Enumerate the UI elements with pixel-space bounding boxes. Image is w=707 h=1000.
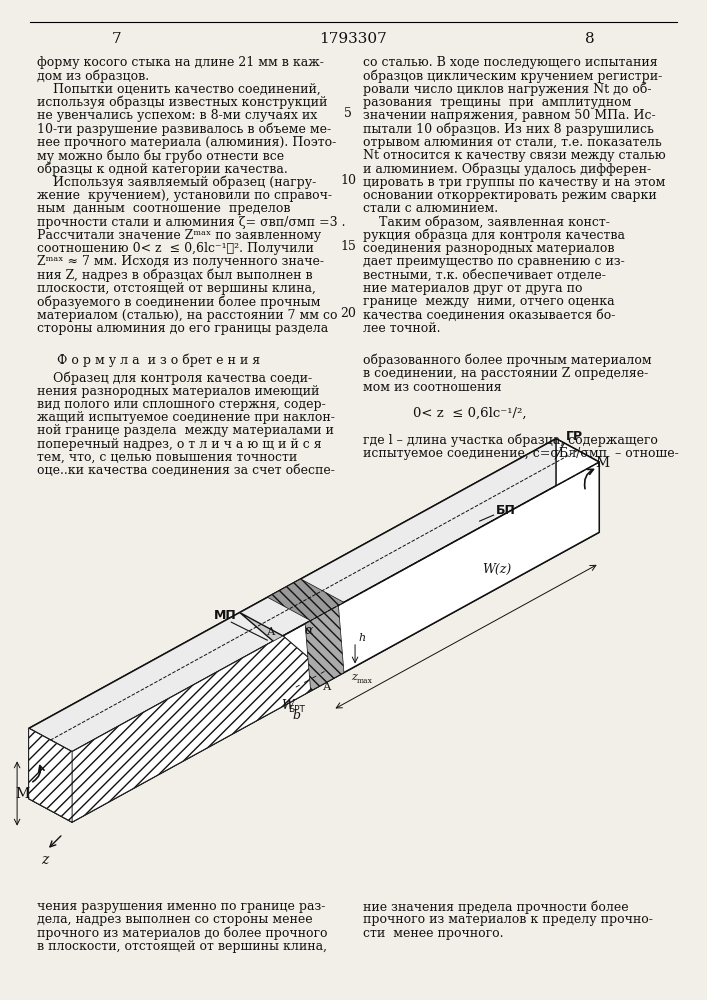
Text: b: b [292,709,300,722]
Polygon shape [29,439,600,752]
Text: не увенчались успехом: в 8-ми случаях их: не увенчались успехом: в 8-ми случаях их [37,109,317,122]
Text: ние значения предела прочности более: ние значения предела прочности более [363,900,629,914]
Text: тем, что, с целью повышения точности: тем, что, с целью повышения точности [37,451,297,464]
Text: α: α [305,624,313,637]
Text: МП: МП [214,609,237,622]
Text: испытуемое соединение, с=σБл/σмп  – отноше-: испытуемое соединение, с=σБл/σмп – отнош… [363,447,679,460]
Text: образцов циклическим кручением регистри-: образцов циклическим кручением регистри- [363,69,662,83]
Polygon shape [29,728,72,822]
Text: z: z [41,853,49,867]
Polygon shape [305,605,344,691]
Text: 0< z  ≤ 0,6lc⁻¹/²,: 0< z ≤ 0,6lc⁻¹/², [413,407,527,420]
Polygon shape [29,728,72,822]
Text: прочности стали и алюминия ζ= σвп/σмп =3 .: прочности стали и алюминия ζ= σвп/σмп =3… [37,216,346,229]
Text: БП: БП [496,504,515,517]
Text: основании откорректировать режим сварки: основании откорректировать режим сварки [363,189,657,202]
Text: чения разрушения именно по границе раз-: чения разрушения именно по границе раз- [37,900,325,913]
Text: Таким образом, заявленная конст-: Таким образом, заявленная конст- [363,216,610,229]
Text: где l – длина участка образца, содержащего: где l – длина участка образца, содержаще… [363,434,658,447]
Text: нее прочного материала (алюминия). Поэто-: нее прочного материала (алюминия). Поэто… [37,136,337,149]
Text: вестными, т.к. обеспечивает отделе-: вестными, т.к. обеспечивает отделе- [363,269,606,282]
Text: пытали 10 образцов. Из них 8 разрушились: пытали 10 образцов. Из них 8 разрушились [363,122,654,136]
Polygon shape [556,439,600,532]
Text: плоскости, отстоящей от вершины клина,: плоскости, отстоящей от вершины клина, [37,282,316,295]
Text: границе  между  ними, отчего оценка: границе между ними, отчего оценка [363,295,614,308]
Text: 10-ти разрушение развивалось в объеме ме-: 10-ти разрушение развивалось в объеме ме… [37,122,331,136]
Polygon shape [72,462,600,822]
Text: и алюминием. Образцы удалось дифферен-: и алюминием. Образцы удалось дифферен- [363,162,651,176]
Text: 10: 10 [340,174,356,187]
Text: форму косого стыка на длине 21 мм в каж-: форму косого стыка на длине 21 мм в каж- [37,56,324,69]
Text: дает преимущество по сравнению с из-: дает преимущество по сравнению с из- [363,255,625,268]
Text: лее точной.: лее точной. [363,322,440,335]
Text: разования  трещины  при  амплитудном: разования трещины при амплитудном [363,96,631,109]
Text: ния Z, надрез в образцах был выполнен в: ния Z, надрез в образцах был выполнен в [37,269,312,282]
Text: образцы к одной категории качества.: образцы к одной категории качества. [37,162,288,176]
Text: 5: 5 [344,107,352,120]
Text: 7: 7 [112,32,122,46]
Polygon shape [72,636,333,822]
Text: образуемого в соединении более прочным: образуемого в соединении более прочным [37,295,320,309]
Text: А: А [323,682,331,692]
Text: 8: 8 [585,32,595,46]
Text: жащий испытуемое соединение при наклон-: жащий испытуемое соединение при наклон- [37,411,335,424]
Text: Nt относится к качеству связи между сталью: Nt относится к качеству связи между стал… [363,149,666,162]
Text: 20: 20 [340,307,356,320]
Text: поперечный надрез, о т л и ч а ю щ и й с я: поперечный надрез, о т л и ч а ю щ и й с… [37,438,322,451]
Text: ние материалов друг от друга по: ние материалов друг от друга по [363,282,583,295]
Text: ной границе раздела  между материалами и: ной границе раздела между материалами и [37,424,334,437]
Text: со сталью. В ходе последующего испытания: со сталью. В ходе последующего испытания [363,56,658,69]
Text: z: z [351,672,357,682]
Text: M: M [595,456,609,470]
Text: 1793307: 1793307 [319,32,387,46]
Text: А: А [267,627,276,637]
Polygon shape [240,612,333,679]
Text: Ф о р м у л а  и з о брет е н и я: Ф о р м у л а и з о брет е н и я [57,354,260,367]
Text: Используя заявляемый образец (нагру-: Используя заявляемый образец (нагру- [37,176,316,189]
Text: прочного из материалов до более прочного: прочного из материалов до более прочного [37,927,327,940]
Text: прочного из материалов к пределу прочно-: прочного из материалов к пределу прочно- [363,913,653,926]
Text: в плоскости, отстоящей от вершины клина,: в плоскости, отстоящей от вершины клина, [37,940,327,953]
Text: материалом (сталью), на расстоянии 7 мм со: материалом (сталью), на расстоянии 7 мм … [37,309,337,322]
Text: нения разнородных материалов имеющий: нения разнородных материалов имеющий [37,385,320,398]
Text: соотношению 0< z  ≤ 0,6lc⁻¹ᐟ². Получили: соотношению 0< z ≤ 0,6lc⁻¹ᐟ². Получили [37,242,314,255]
Text: стороны алюминия до его границы раздела: стороны алюминия до его границы раздела [37,322,328,335]
Text: мом из соотношения: мом из соотношения [363,381,502,394]
Text: дела, надрез выполнен со стороны менее: дела, надрез выполнен со стороны менее [37,913,312,926]
Text: значении напряжения, равном 50 МПа. Ис-: значении напряжения, равном 50 МПа. Ис- [363,109,655,122]
Text: му можно было бы грубо отнести все: му можно было бы грубо отнести все [37,149,284,163]
Text: жение  кручением), установили по справоч-: жение кручением), установили по справоч- [37,189,332,202]
Text: БРТ: БРТ [288,705,305,714]
Polygon shape [29,509,600,822]
Text: используя образцы известных конструкций: используя образцы известных конструкций [37,96,327,109]
Text: сти  менее прочного.: сти менее прочного. [363,927,503,940]
Text: ГР: ГР [566,430,583,443]
Text: дом из образцов.: дом из образцов. [37,69,149,83]
Text: Образец для контроля качества соеди-: Образец для контроля качества соеди- [37,371,312,385]
Text: W: W [281,699,294,712]
Text: ным  данным  соотношение  пределов: ным данным соотношение пределов [37,202,291,215]
Text: max: max [356,677,373,685]
Polygon shape [29,439,556,799]
Text: ровали число циклов нагружения Nt до об-: ровали число циклов нагружения Nt до об- [363,83,651,96]
Text: Zᵐᵃˣ ≈ 7 мм. Исходя из полученного значе-: Zᵐᵃˣ ≈ 7 мм. Исходя из полученного значе… [37,255,324,268]
Text: образованного более прочным материалом: образованного более прочным материалом [363,354,652,367]
Text: M: M [16,787,30,801]
Polygon shape [267,579,344,621]
Text: Попытки оценить качество соединений,: Попытки оценить качество соединений, [37,83,321,96]
Text: качества соединения оказывается бо-: качества соединения оказывается бо- [363,309,615,322]
Text: цировать в три группы по качеству и на этом: цировать в три группы по качеству и на э… [363,176,665,189]
Text: в соединении, на расстоянии Z определяе-: в соединении, на расстоянии Z определяе- [363,367,648,380]
Text: W(z): W(z) [482,563,512,576]
Text: Рассчитали значение Zᵐᵃˣ по заявленному: Рассчитали значение Zᵐᵃˣ по заявленному [37,229,321,242]
Text: оце..ки качества соединения за счет обеспе-: оце..ки качества соединения за счет обес… [37,464,335,477]
Text: отрывом алюминия от стали, т.е. показатель: отрывом алюминия от стали, т.е. показате… [363,136,662,149]
Text: вид полого или сплошного стержня, содер-: вид полого или сплошного стержня, содер- [37,398,326,411]
Text: 15: 15 [340,240,356,253]
Text: рукция образца для контроля качества: рукция образца для контроля качества [363,229,625,242]
Text: h: h [358,633,366,643]
Text: стали с алюминием.: стали с алюминием. [363,202,498,215]
Text: соединения разнородных материалов: соединения разнородных материалов [363,242,614,255]
